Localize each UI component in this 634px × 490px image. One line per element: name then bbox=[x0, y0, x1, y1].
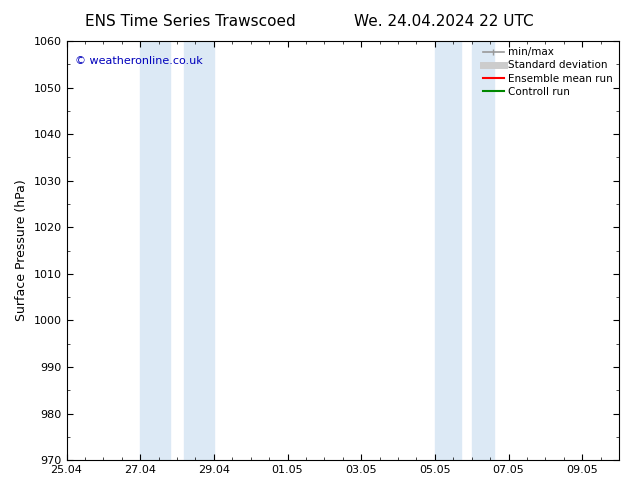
Text: We. 24.04.2024 22 UTC: We. 24.04.2024 22 UTC bbox=[354, 14, 534, 29]
Legend: min/max, Standard deviation, Ensemble mean run, Controll run: min/max, Standard deviation, Ensemble me… bbox=[480, 44, 616, 100]
Text: © weatheronline.co.uk: © weatheronline.co.uk bbox=[75, 56, 203, 66]
Bar bbox=[140, 41, 170, 460]
Bar bbox=[435, 41, 461, 460]
Bar bbox=[184, 41, 214, 460]
Bar bbox=[472, 41, 494, 460]
Text: ENS Time Series Trawscoed: ENS Time Series Trawscoed bbox=[85, 14, 295, 29]
Y-axis label: Surface Pressure (hPa): Surface Pressure (hPa) bbox=[15, 180, 28, 321]
